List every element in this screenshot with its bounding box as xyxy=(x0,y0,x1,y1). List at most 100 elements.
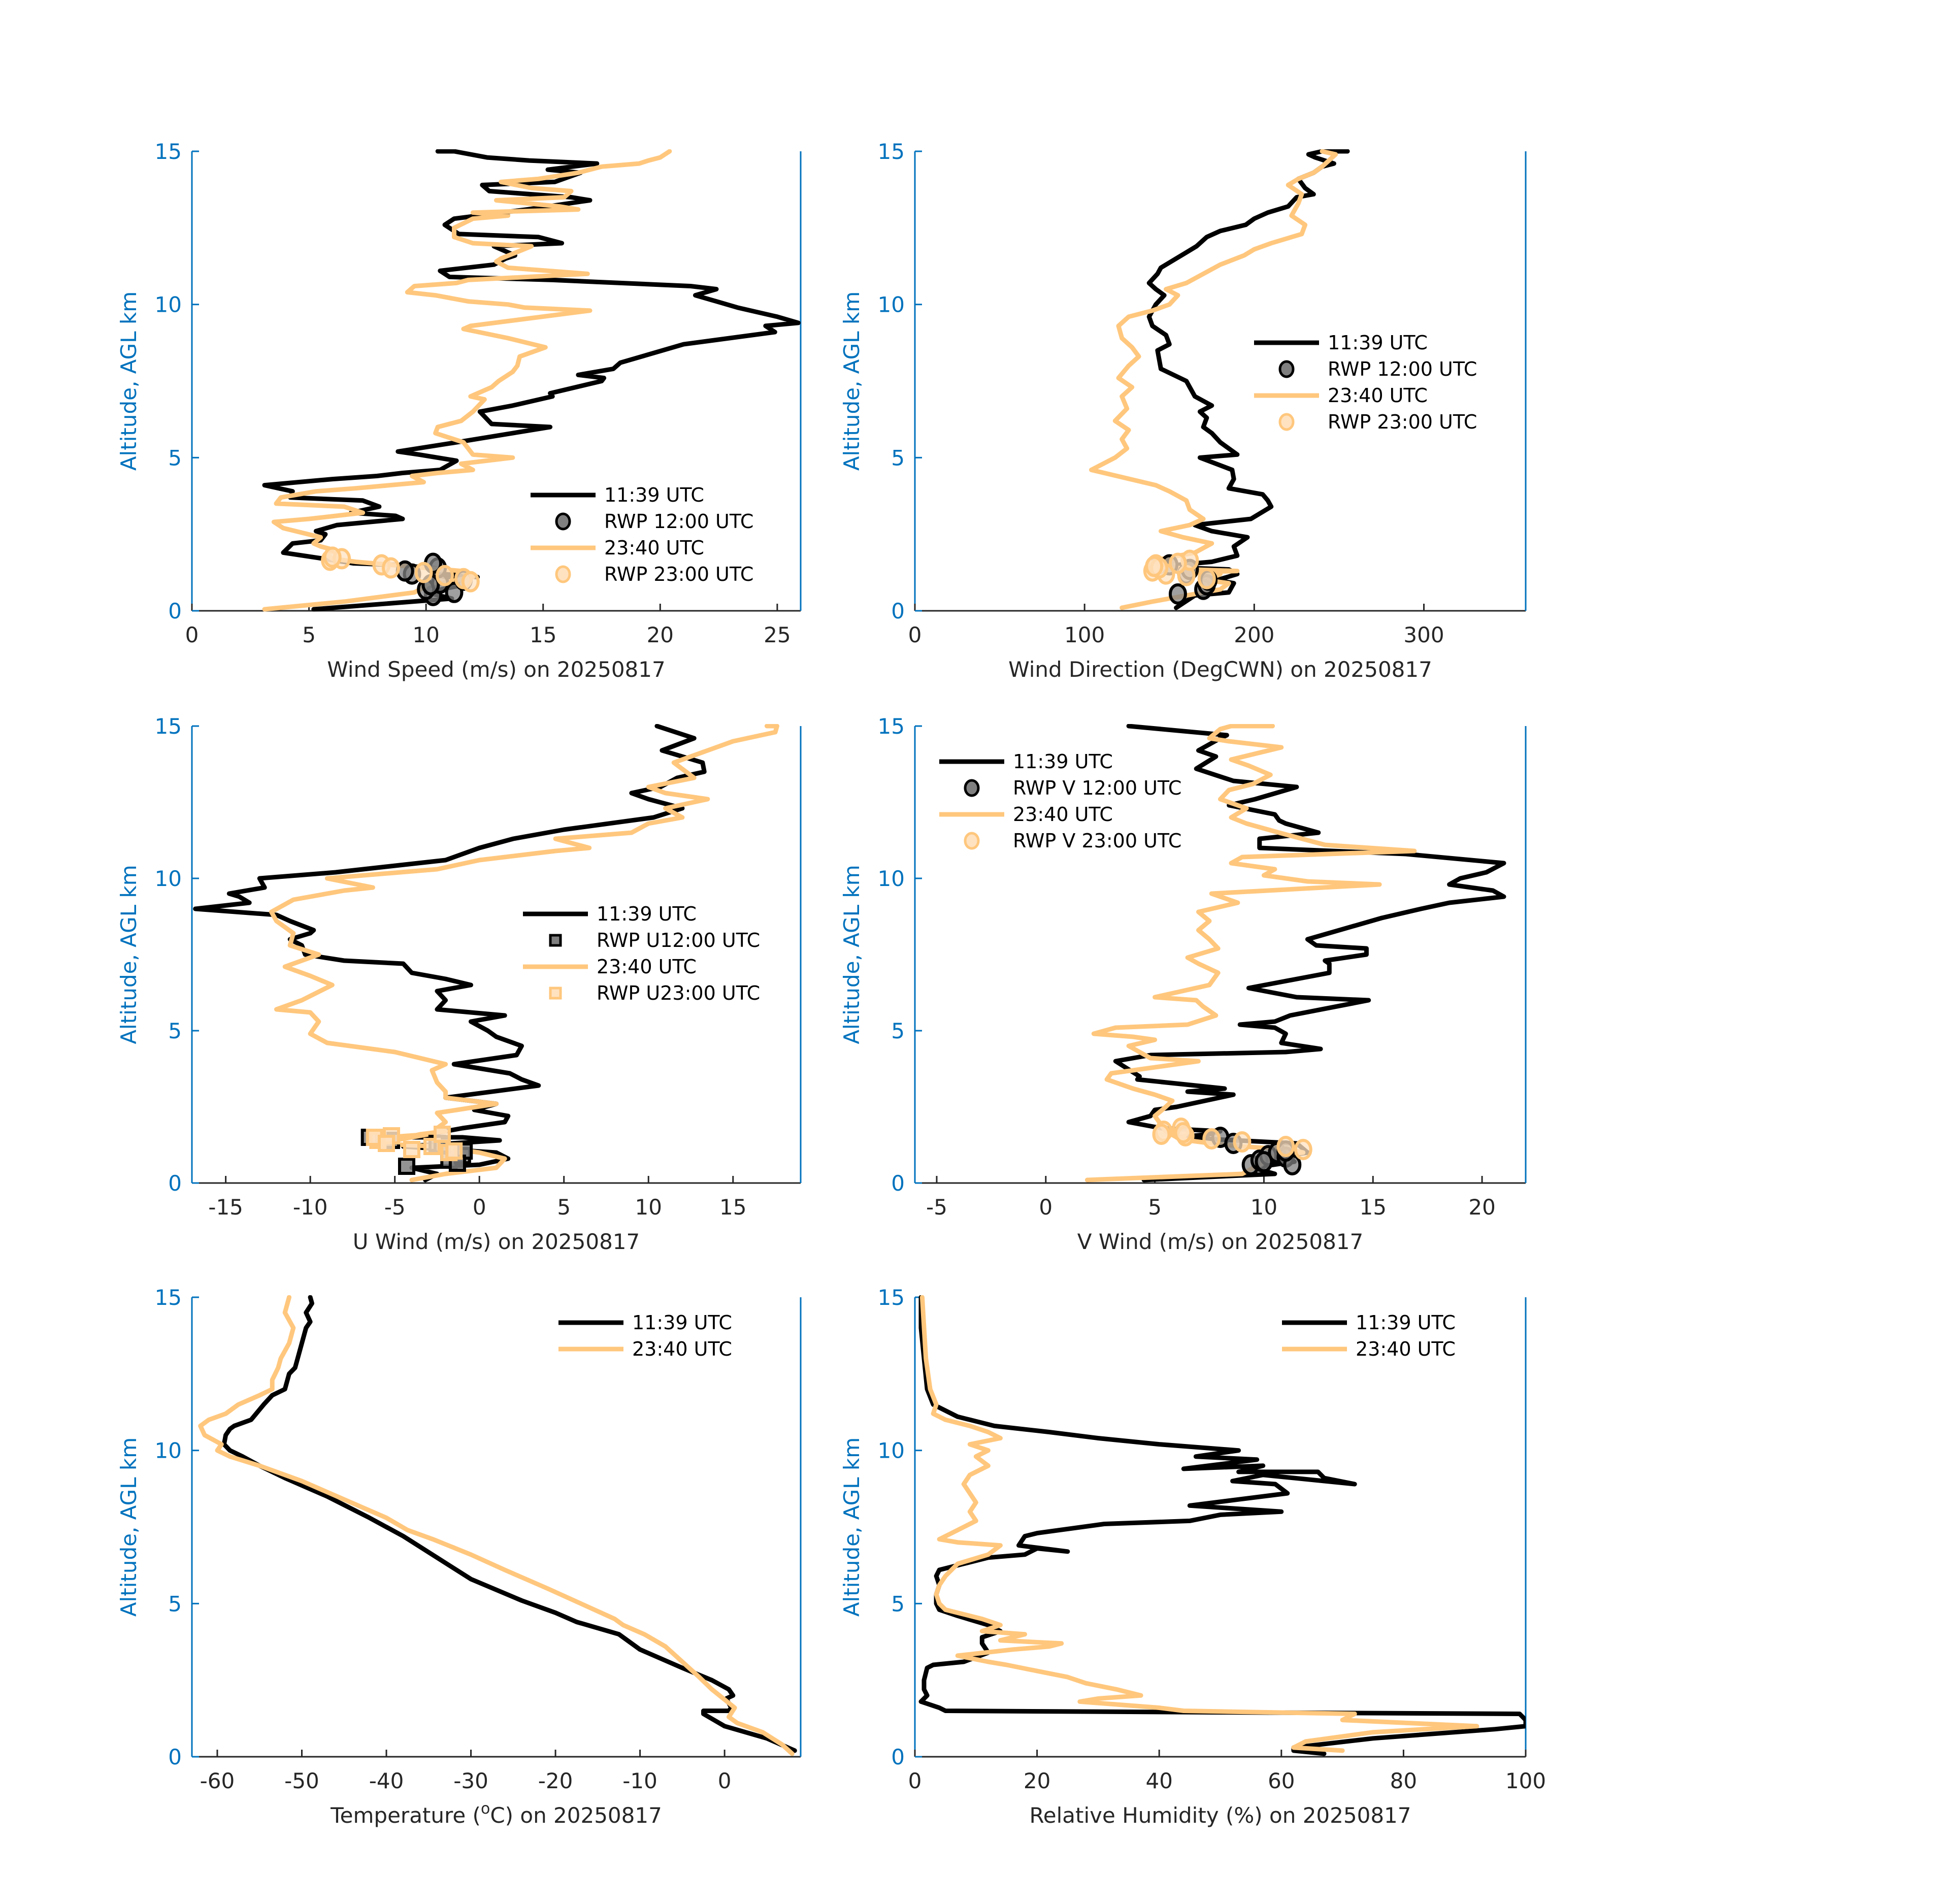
plot-area xyxy=(198,1295,797,1756)
marker-r23 xyxy=(433,1126,451,1143)
legend-swatch-circle xyxy=(964,779,980,797)
y-tick-label: 0 xyxy=(891,1171,905,1196)
x-tick-label: 15 xyxy=(530,622,556,647)
x-tick-label: -10 xyxy=(293,1195,328,1220)
legend-label: 23:40 UTC xyxy=(1013,803,1113,826)
y-axis-title: Altitude, AGL km xyxy=(839,1437,864,1617)
series-line-s2340 xyxy=(269,724,779,1183)
y-tick-label: 5 xyxy=(891,445,905,470)
x-tick-label: 60 xyxy=(1268,1768,1295,1793)
y-tick-label: 10 xyxy=(155,1438,182,1463)
y-tick-label: 15 xyxy=(878,1285,905,1310)
marker-r12 xyxy=(1255,1151,1273,1172)
plot-area xyxy=(193,724,779,1183)
panel-wind-direction: 0 100 200 300 0 5 10 15 Wind Direction (DegCWN) … xyxy=(839,139,1527,682)
marker-r23 xyxy=(1168,552,1187,574)
legend: 11:39 UTC 23:40 UTC xyxy=(1282,1311,1456,1360)
marker-r23 xyxy=(445,1142,463,1160)
marker-r23 xyxy=(1197,568,1216,589)
marker-r23 xyxy=(403,1141,420,1158)
series-line-s1139 xyxy=(1146,149,1350,610)
x-axis-title: Relative Humidity (%) on 20250817 xyxy=(1030,1803,1411,1828)
marker-r23 xyxy=(1152,1124,1171,1145)
x-tick-label: 100 xyxy=(1064,622,1105,647)
y-tick-label: 0 xyxy=(891,1745,905,1769)
y-tick-label: 15 xyxy=(155,1285,182,1310)
legend-label: RWP 23:00 UTC xyxy=(604,563,753,585)
legend-swatch-square xyxy=(549,934,562,947)
y-tick-label: 5 xyxy=(168,1591,182,1616)
legend-label: 11:39 UTC xyxy=(597,903,697,925)
x-tick-label: 100 xyxy=(1505,1768,1546,1793)
legend-label: 23:40 UTC xyxy=(1356,1338,1456,1360)
legend-swatch-circle xyxy=(964,832,980,850)
marker-r23 xyxy=(1294,1139,1312,1160)
legend-label: RWP U23:00 UTC xyxy=(597,982,760,1004)
legend: 11:39 UTC 23:40 UTC xyxy=(558,1311,732,1360)
x-tick-label: 25 xyxy=(764,622,791,647)
x-tick-label: 15 xyxy=(719,1195,746,1220)
x-axis-title: Wind Speed (m/s) on 20250817 xyxy=(327,657,665,682)
x-tick-label: -30 xyxy=(453,1768,488,1793)
marker-r23 xyxy=(323,546,342,568)
legend: 11:39 UTC RWP 12:00 UTC 23:40 UTC RWP 23:00… xyxy=(1254,332,1477,433)
series-line-s2340 xyxy=(198,1295,795,1756)
x-tick-label: 80 xyxy=(1390,1768,1417,1793)
legend-swatch-circle xyxy=(1278,413,1295,431)
legend-swatch-circle xyxy=(555,565,571,583)
legend-label: 23:40 UTC xyxy=(604,537,704,559)
series-line-s2340 xyxy=(1089,149,1338,610)
panel-temperature: -60 -50 -40 -30 -20 -10 0 0 5 10 15 Temperature (oC… xyxy=(116,1285,802,1828)
x-tick-label: 0 xyxy=(718,1768,732,1793)
x-tick-label: 0 xyxy=(185,622,199,647)
x-axis-title: V Wind (m/s) on 20250817 xyxy=(1077,1229,1364,1254)
series-line-s1139 xyxy=(1113,724,1506,1183)
series-line-s1139 xyxy=(262,149,801,612)
legend: 11:39 UTC RWP 12:00 UTC 23:40 UTC RWP 23:00… xyxy=(531,484,753,585)
plot-area xyxy=(1084,724,1506,1183)
series-line-s1139 xyxy=(918,1295,1526,1756)
x-axis-title: Temperature (oC) on 20250817 xyxy=(330,1800,662,1828)
marker-r12 xyxy=(1168,583,1187,605)
x-tick-label: 20 xyxy=(1024,1768,1050,1793)
plot-area xyxy=(262,149,801,612)
y-tick-label: 10 xyxy=(878,866,905,891)
x-tick-label: 0 xyxy=(908,1768,922,1793)
legend-label: RWP U12:00 UTC xyxy=(597,929,760,951)
x-tick-label: 20 xyxy=(1468,1195,1495,1220)
marker-r23 xyxy=(1202,1128,1221,1150)
marker-r12 xyxy=(398,1158,415,1175)
marker-r23 xyxy=(1174,1122,1193,1143)
x-tick-label: 5 xyxy=(557,1195,571,1220)
y-axis-title: Altitude, AGL km xyxy=(839,291,864,471)
x-tick-label: 5 xyxy=(1148,1195,1162,1220)
x-axis-title: U Wind (m/s) on 20250817 xyxy=(353,1229,640,1254)
legend-label: RWP V 23:00 UTC xyxy=(1013,830,1181,852)
legend-label: 11:39 UTC xyxy=(632,1311,732,1334)
y-tick-label: 15 xyxy=(155,714,182,739)
legend-label: 11:39 UTC xyxy=(1013,750,1113,773)
x-tick-label: 0 xyxy=(908,622,922,647)
x-tick-label: 0 xyxy=(473,1195,486,1220)
y-axis-title: Altitude, AGL km xyxy=(116,865,141,1044)
x-tick-label: -10 xyxy=(622,1768,657,1793)
legend-label: RWP 23:00 UTC xyxy=(1328,411,1477,433)
marker-r23 xyxy=(381,557,400,579)
x-tick-label: -50 xyxy=(284,1768,319,1793)
panel-relative-humidity: 0 20 40 60 80 100 0 5 10 15 Relative Humidity (%) … xyxy=(839,1285,1546,1828)
x-tick-label: 200 xyxy=(1234,622,1274,647)
legend-label: RWP 12:00 UTC xyxy=(604,510,753,533)
legend-label: 23:40 UTC xyxy=(597,956,697,978)
legend-label: RWP 12:00 UTC xyxy=(1328,358,1477,380)
marker-r23 xyxy=(1145,555,1164,577)
y-axis-title: Altitude, AGL km xyxy=(116,291,141,471)
x-tick-label: -60 xyxy=(200,1768,235,1793)
x-tick-label: 5 xyxy=(302,622,316,647)
legend: 11:39 UTC RWP U12:00 UTC 23:40 UTC RWP U23:… xyxy=(523,903,760,1004)
marker-r23 xyxy=(461,571,480,593)
legend-label: RWP V 12:00 UTC xyxy=(1013,777,1181,799)
plot-area xyxy=(918,1295,1526,1756)
panel-v-wind: -5 0 5 10 15 20 0 5 10 15 V Wind (m/s) on 20250817… xyxy=(839,714,1527,1254)
series-line-s2340 xyxy=(262,149,672,612)
legend-label: 11:39 UTC xyxy=(1328,332,1428,354)
